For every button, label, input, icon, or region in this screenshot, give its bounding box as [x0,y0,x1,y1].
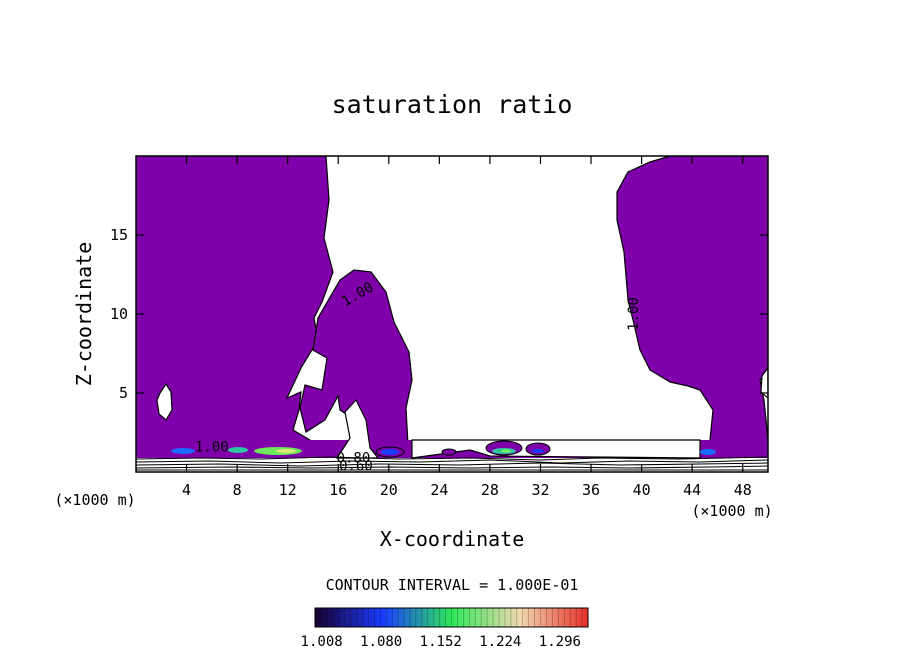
max-blob-10 [228,447,248,453]
colorbar-tick-label: 1.080 [360,634,402,650]
x-tick-label: 4 [182,481,191,499]
contour-label: 0.80 [337,451,371,467]
contour-line-4 [135,465,769,469]
x-tick-label: 28 [481,481,499,499]
max-blob-5 [171,448,195,454]
max-blob-32 [532,449,544,453]
x-tick-label: 16 [329,481,347,499]
y-tick-label: 15 [110,226,128,244]
x-tick-label: 32 [531,481,549,499]
x-tick-label: 12 [279,481,297,499]
y-tick-label: 5 [119,384,128,402]
hole-right-edge [760,367,768,399]
contour-line-3 [135,462,769,467]
x-unit-left: (×1000 m) [54,491,135,509]
colorbar-tick-label: 1.224 [479,634,521,650]
hole-low-gap-1 [335,398,380,459]
y-ticks: 5 10 15 [110,226,768,402]
x-tick-label: 20 [380,481,398,499]
contour-interval-note: CONTOUR INTERVAL = 1.000E-01 [326,576,579,594]
contour-label: 1.00 [195,439,229,455]
max-blob-45 [700,449,716,455]
y-axis-title: Z-coordinate [72,242,96,387]
cell-24 [441,448,457,456]
colorbar-tick-label: 1.008 [301,634,343,650]
x-axis-title: X-coordinate [380,527,525,551]
contour-line-2 [135,459,769,464]
x-tick-label: 24 [430,481,448,499]
y-tick-label: 10 [110,305,128,323]
x-unit-right: (×1000 m) [691,502,772,520]
contour-labels: 1.001.001.000.800.60 [195,279,642,474]
colorbar: 1.008 1.080 1.152 1.224 1.296 [301,607,589,650]
x-tick-label: 36 [582,481,600,499]
hole-low-gap-2 [411,439,701,459]
hole-left-small [156,382,173,421]
contour-label: 0.60 [339,458,373,474]
x-ticks: 4 8 12 16 20 24 28 32 36 40 44 48 [182,156,752,499]
colorbar-tick-label: 1.296 [539,634,581,650]
max-blob-21 [381,449,399,455]
supersaturation-maxima [171,447,716,455]
colorbar-strip [314,607,589,628]
colorbar-tick-label: 1.152 [420,634,462,650]
low-level-contours [135,456,769,471]
max-blob-29b [501,449,511,453]
subsaturated-holes [156,367,768,459]
region-central-tower [299,269,413,456]
x-tick-label: 40 [633,481,651,499]
max-blob-12b [276,449,296,453]
contour-label: 1.00 [626,297,642,331]
x-tick-label: 48 [734,481,752,499]
region-right-column [616,156,768,456]
colorbar-stripes [320,608,583,627]
supersaturated-regions [136,156,768,458]
x-tick-label: 8 [233,481,242,499]
x-tick-label: 44 [683,481,701,499]
chart-title: saturation ratio [332,90,573,119]
contour-line-1 [135,456,769,461]
colorbar-labels: 1.008 1.080 1.152 1.224 1.296 [301,634,581,650]
